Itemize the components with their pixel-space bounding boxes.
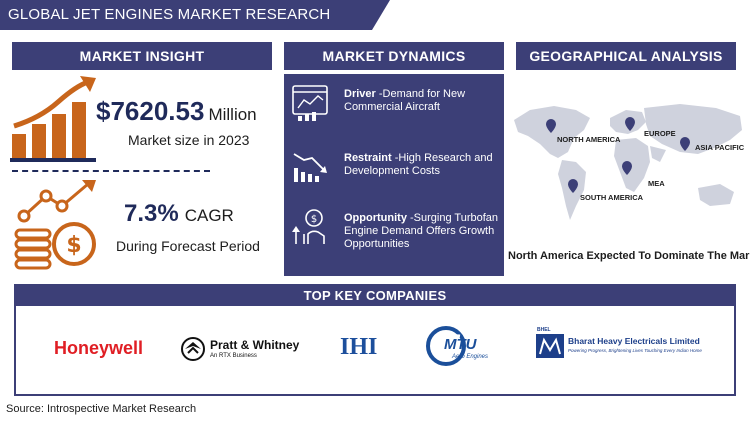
bhel-tagline: Powering Progress, Brightening Lives Tou…	[568, 348, 702, 353]
honeywell-logo: Honeywell	[54, 338, 144, 358]
region-north-america: NORTH AMERICA	[557, 135, 621, 144]
driver-description: -Demand for New Commercial Aircraft	[344, 88, 466, 113]
world-map	[514, 104, 742, 220]
svg-text:$: $	[311, 214, 317, 225]
pratt-whitney-eagle-icon	[181, 337, 205, 361]
market-dynamics-panel: Driver -Demand for New Commercial Aircra…	[284, 74, 504, 276]
cagr-unit: CAGR	[184, 206, 234, 225]
market-insight-header: MARKET INSIGHT	[12, 42, 272, 70]
mtu-name: MTU	[444, 336, 477, 353]
coins-growth-icon: $	[14, 180, 96, 270]
bhel-name: Bharat Heavy Electricals Limited	[568, 336, 700, 346]
geographical-analysis-header: GEOGRAPHICAL ANALYSIS	[516, 42, 736, 70]
market-size-number: $7620.53	[96, 96, 205, 126]
cagr-caption: During Forecast Period	[116, 238, 260, 254]
pratt-whitney-name: Pratt & Whitney	[210, 338, 300, 352]
declining-chart-icon	[293, 153, 327, 182]
region-mea: MEA	[648, 179, 665, 188]
pratt-whitney-sub: An RTX Business	[210, 353, 257, 359]
bhel-mark: BHEL	[537, 327, 551, 333]
opportunity-label: Opportunity	[344, 212, 407, 224]
restraint-label: Restraint	[344, 152, 392, 164]
driver-label: Driver	[344, 88, 376, 100]
opportunity-text: Opportunity -Surging Turbofan Engine Dem…	[344, 212, 504, 251]
ihi-logo: IHI	[340, 334, 378, 360]
insight-divider	[12, 170, 210, 172]
region-europe: EUROPE	[644, 129, 676, 138]
source-note: Source: Introspective Market Research	[6, 403, 197, 415]
cagr-number: 7.3%	[124, 200, 179, 227]
report-title: GLOBAL JET ENGINES MARKET RESEARCH REPOR…	[0, 0, 390, 53]
market-size-value: $7620.53 Million	[96, 96, 257, 127]
market-dynamics-header: MARKET DYNAMICS	[284, 42, 504, 70]
market-size-unit: Million	[208, 105, 257, 124]
market-size-caption: Market size in 2023	[128, 132, 250, 148]
geo-conclusion: North America Expected To Dominate The M…	[508, 250, 750, 262]
dynamics-restraint: Restraint -High Research and Development…	[284, 146, 504, 206]
dashboard-icon	[292, 85, 328, 121]
companies-box: TOP KEY COMPANIES Honeywell Pratt & Whit…	[14, 284, 736, 396]
restraint-text: Restraint -High Research and Development…	[344, 152, 504, 178]
opportunity-description: -Surging Turbofan Engine Demand Offers G…	[344, 212, 499, 250]
region-south-america: SOUTH AMERICA	[580, 193, 644, 202]
cagr-value: 7.3% CAGR	[124, 200, 234, 228]
top-key-companies-header: TOP KEY COMPANIES	[16, 286, 734, 306]
restraint-description: -High Research and Development Costs	[344, 152, 493, 177]
driver-text: Driver -Demand for New Commercial Aircra…	[344, 88, 504, 114]
dynamics-opportunity: $ Opportunity -Surging Turbofan Engine D…	[284, 206, 504, 266]
bhel-emblem-icon	[536, 334, 564, 358]
growth-chart-icon	[10, 76, 96, 162]
svg-text:$: $	[66, 233, 81, 258]
region-asia-pacific: ASIA PACIFIC	[695, 143, 745, 152]
opportunity-icon: $	[292, 209, 325, 244]
mtu-swoosh-icon	[426, 326, 466, 366]
mtu-sub: Aero Engines	[452, 354, 489, 360]
dynamics-driver: Driver -Demand for New Commercial Aircra…	[284, 82, 504, 142]
